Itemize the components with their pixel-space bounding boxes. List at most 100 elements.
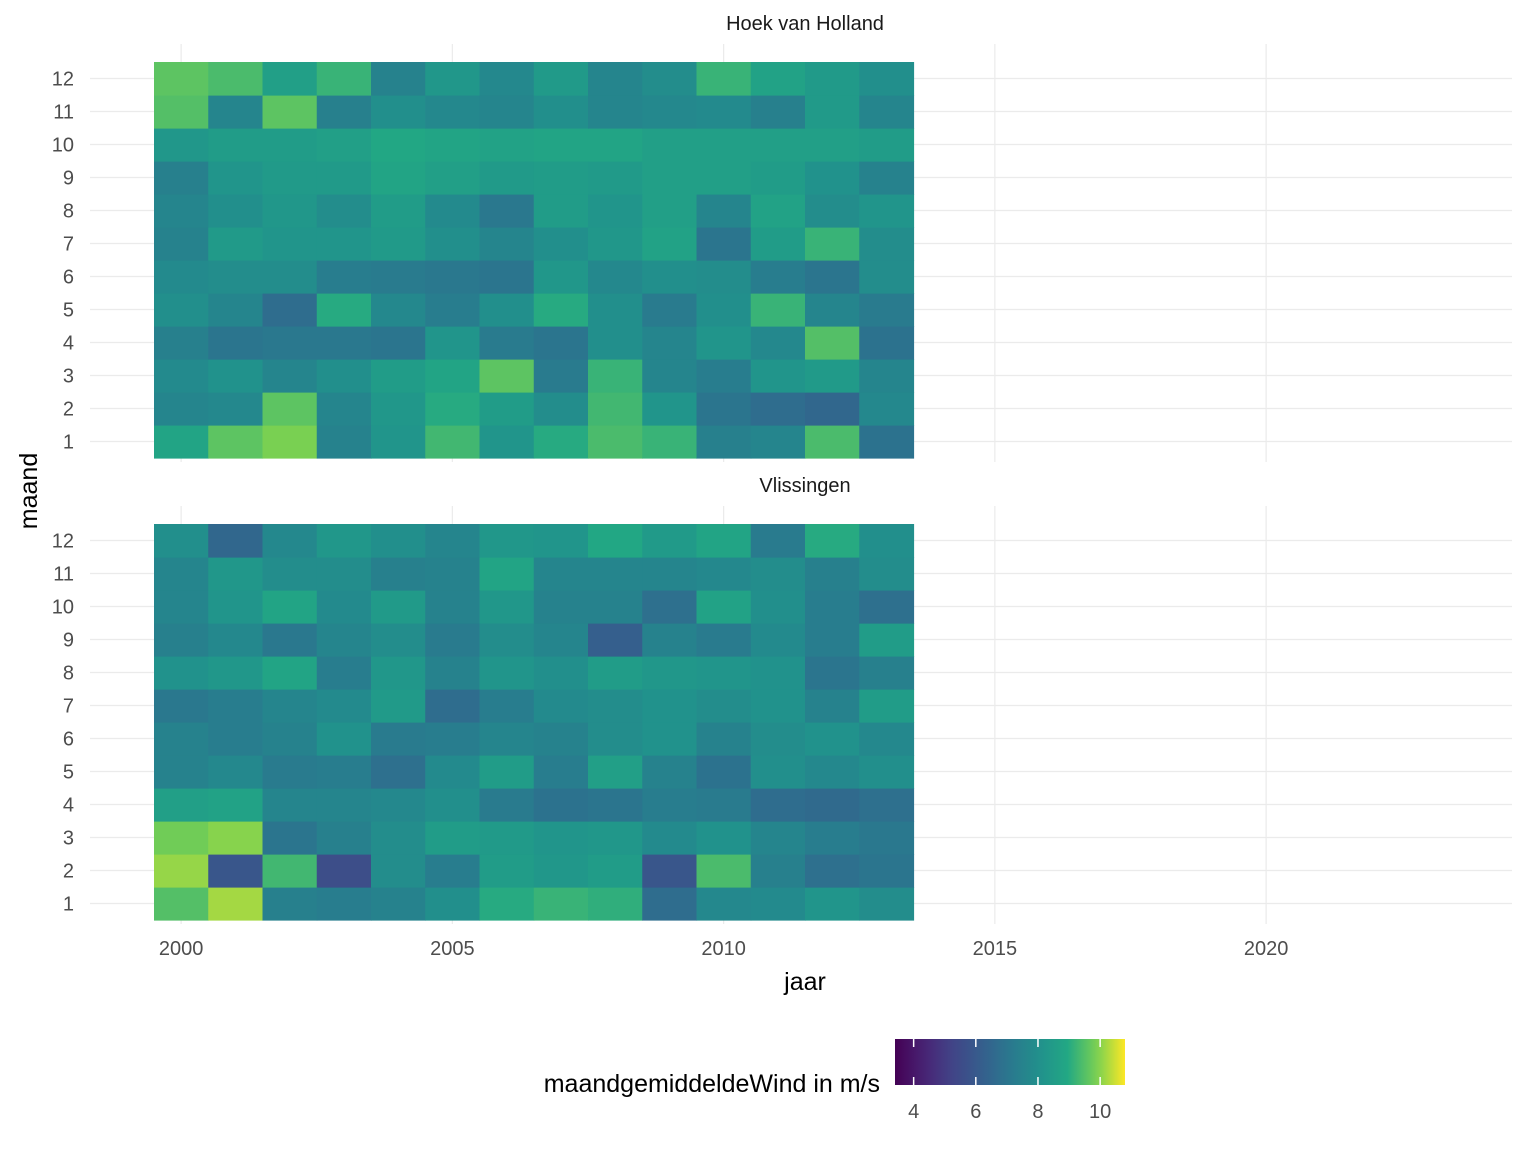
- heatmap-cell: Vlissingen 2007-10: 7.5: [533, 590, 589, 624]
- heatmap-cell: Vlissingen 2012-11: 7.4: [805, 557, 860, 591]
- heatmap-cell: Vlissingen 2005-11: 7.5: [425, 557, 481, 591]
- legend-title: maandgemiddeldeWind in m/s: [544, 1070, 880, 1098]
- heatmap-cell: Hoek van Holland 2002-11: 9.6: [262, 95, 318, 129]
- heatmap-cell: Vlissingen 2002-5: 7.2: [262, 755, 318, 789]
- heatmap-cell: Vlissingen 2010-5: 6.9: [696, 755, 752, 789]
- heatmap-cell: Hoek van Holland 2007-5: 9: [533, 293, 589, 327]
- y-tick-label: 12: [52, 531, 74, 553]
- heatmap-cell: Vlissingen 2005-3: 8.5: [425, 821, 481, 855]
- heatmap-cell: Hoek van Holland 2002-9: 8.4: [262, 161, 318, 195]
- heatmap-cell: Hoek van Holland 2006-3: 9.6: [479, 359, 535, 393]
- heatmap-cell: Hoek van Holland 2004-4: 7: [371, 326, 426, 360]
- heatmap-cell: Hoek van Holland 2005-11: 7.7: [425, 95, 481, 129]
- heatmap-cell: Hoek van Holland 2000-7: 7.5: [154, 227, 209, 261]
- heatmap-cell: Hoek van Holland 2005-7: 8: [425, 227, 481, 261]
- heatmap-cell: Vlissingen 2001-4: 8.7: [208, 788, 264, 822]
- heatmap-cell: Vlissingen 2003-5: 7.3: [316, 755, 372, 789]
- heatmap-cell: Vlissingen 2012-7: 7.5: [805, 689, 860, 723]
- heatmap-cell: Vlissingen 2001-2: 5.9: [208, 854, 264, 888]
- heatmap-cell: Hoek van Holland 2002-4: 7.1: [262, 326, 318, 360]
- x-tick-label: 2015: [973, 938, 1018, 960]
- heatmap-cell: Vlissingen 2011-11: 7.9: [750, 557, 806, 591]
- heatmap-cell: Hoek van Holland 2001-3: 8.1: [208, 359, 264, 393]
- heatmap-cell: Hoek van Holland 2013-5: 7.2: [859, 293, 915, 327]
- heatmap-cell: Hoek van Holland 2013-10: 8.5: [859, 128, 915, 162]
- heatmap-cell: Hoek van Holland 2013-11: 7.6: [859, 95, 915, 129]
- heatmap-cell: Hoek van Holland 2009-1: 9.2: [642, 425, 698, 459]
- heatmap-cell: Hoek van Holland 2009-11: 7.7: [642, 95, 698, 129]
- heatmap-cell: Hoek van Holland 2006-1: 8.2: [479, 425, 535, 459]
- heatmap-cell: Vlissingen 2005-8: 7.5: [425, 656, 481, 690]
- heatmap-cell: Hoek van Holland 2011-10: 8.6: [750, 128, 806, 162]
- heatmap-cell: Vlissingen 2011-9: 7.8: [750, 623, 806, 657]
- heatmap-cell: Vlissingen 2007-3: 8.2: [533, 821, 589, 855]
- x-tick-label: 2020: [1244, 938, 1289, 960]
- heatmap-cell: Vlissingen 2008-9: 6.2: [588, 623, 643, 657]
- x-tick-label: 2000: [159, 938, 204, 960]
- heatmap-cell: Vlissingen 2000-4: 8.6: [154, 788, 209, 822]
- heatmap-cell: Hoek van Holland 2004-6: 7.2: [371, 260, 426, 294]
- heatmap-cell: Hoek van Holland 2006-7: 7.6: [479, 227, 535, 261]
- heatmap-cell: Hoek van Holland 2010-5: 8: [696, 293, 752, 327]
- heatmap-cell: Hoek van Holland 2011-3: 8.2: [750, 359, 806, 393]
- heatmap-cell: Vlissingen 2003-2: 5.6: [316, 854, 372, 888]
- heatmap-cell: Vlissingen 2000-11: 7.6: [154, 557, 209, 591]
- heatmap-cell: Vlissingen 2010-3: 8.1: [696, 821, 752, 855]
- heatmap-cell: Hoek van Holland 2001-7: 8.4: [208, 227, 264, 261]
- heatmap-cell: Hoek van Holland 2013-9: 7.5: [859, 161, 915, 195]
- heatmap-cell: Hoek van Holland 2002-12: 8.6: [262, 62, 318, 96]
- heatmap-cell: Hoek van Holland 2006-5: 8: [479, 293, 535, 327]
- heatmap-cell: Vlissingen 2011-10: 8: [750, 590, 806, 624]
- heatmap-cell: Vlissingen 2006-11: 8.8: [479, 557, 535, 591]
- heatmap-cell: Vlissingen 2009-4: 7.3: [642, 788, 698, 822]
- heatmap-cell: Hoek van Holland 2010-10: 8.6: [696, 128, 752, 162]
- heatmap-cell: Vlissingen 2004-3: 7.9: [371, 821, 426, 855]
- y-tick-label: 2: [63, 399, 74, 421]
- heatmap-cell: Hoek van Holland 2007-9: 8.5: [533, 161, 589, 195]
- heatmap-cell: Hoek van Holland 2005-3: 8.8: [425, 359, 481, 393]
- heatmap-cell: Vlissingen 2010-4: 7.2: [696, 788, 752, 822]
- heatmap-cell: Vlissingen 2005-7: 6.7: [425, 689, 481, 723]
- heatmap-cell: Hoek van Holland 2006-9: 8.4: [479, 161, 535, 195]
- heatmap-cell: Hoek van Holland 2001-4: 7: [208, 326, 264, 360]
- heatmap-cell: Vlissingen 2008-8: 8.5: [588, 656, 643, 690]
- heatmap-cell: Hoek van Holland 2001-5: 7.6: [208, 293, 264, 327]
- heatmap-cell: Hoek van Holland 2003-2: 7.6: [316, 392, 372, 426]
- heatmap-cell: Vlissingen 2004-9: 7.9: [371, 623, 426, 657]
- heatmap-cell: Vlissingen 2005-2: 7.3: [425, 854, 481, 888]
- heatmap-cell: Vlissingen 2000-6: 7.5: [154, 722, 209, 756]
- heatmap-cell: Vlissingen 2007-8: 8: [533, 656, 589, 690]
- heatmap-cell: Hoek van Holland 2000-6: 7.8: [154, 260, 209, 294]
- heatmap-cell: Vlissingen 2012-3: 7.3: [805, 821, 860, 855]
- heatmap-cell: Hoek van Holland 2008-5: 8: [588, 293, 643, 327]
- heatmap-cell: Hoek van Holland 2005-2: 9: [425, 392, 481, 426]
- heatmap-cell: Vlissingen 2013-7: 8.5: [859, 689, 915, 723]
- heatmap-cell: Vlissingen 2000-5: 7.5: [154, 755, 209, 789]
- heatmap-cell: Hoek van Holland 2012-11: 8.4: [805, 95, 860, 129]
- heatmap-cell: Vlissingen 2011-8: 8.1: [750, 656, 806, 690]
- heatmap-cell: Vlissingen 2000-9: 7.4: [154, 623, 209, 657]
- y-tick-label: 5: [63, 300, 74, 322]
- heatmap-cell: Hoek van Holland 2004-7: 8.4: [371, 227, 426, 261]
- heatmap-cell: Hoek van Holland 2011-8: 8.7: [750, 194, 806, 228]
- heatmap-cell: Hoek van Holland 2009-5: 7.2: [642, 293, 698, 327]
- heatmap-cell: Vlissingen 2003-9: 7.6: [316, 623, 372, 657]
- heatmap-cell: Hoek van Holland 2005-6: 7.1: [425, 260, 481, 294]
- heatmap-cell: Hoek van Holland 2003-10: 8.6: [316, 128, 372, 162]
- heatmap-cell: Vlissingen 2005-4: 8: [425, 788, 481, 822]
- heatmap-cell: Hoek van Holland 2007-8: 8.5: [533, 194, 589, 228]
- heatmap-cell: Vlissingen 2011-6: 7.9: [750, 722, 806, 756]
- heatmap-cell: Vlissingen 2007-1: 9.2: [533, 887, 589, 921]
- heatmap-cell: Vlissingen 2005-9: 7.2: [425, 623, 481, 657]
- heatmap-cell: Vlissingen 2002-9: 7.1: [262, 623, 318, 657]
- heatmap-cell: Hoek van Holland 2005-8: 7.8: [425, 194, 481, 228]
- heatmap-cell: Vlissingen 2009-10: 6.8: [642, 590, 698, 624]
- heatmap-cell: Vlissingen 2011-1: 7.8: [750, 887, 806, 921]
- heatmap-cell: Vlissingen 2002-12: 7.7: [262, 524, 318, 558]
- heatmap-cell: Vlissingen 2008-10: 7.5: [588, 590, 643, 624]
- heatmap-cell: Hoek van Holland 2013-6: 7.9: [859, 260, 915, 294]
- heatmap-cell: Hoek van Holland 2010-1: 7.4: [696, 425, 752, 459]
- panel-title: Vlissingen: [759, 475, 850, 497]
- heatmap-cell: Hoek van Holland 2003-4: 7.1: [316, 326, 372, 360]
- x-tick-label: 2005: [430, 938, 475, 960]
